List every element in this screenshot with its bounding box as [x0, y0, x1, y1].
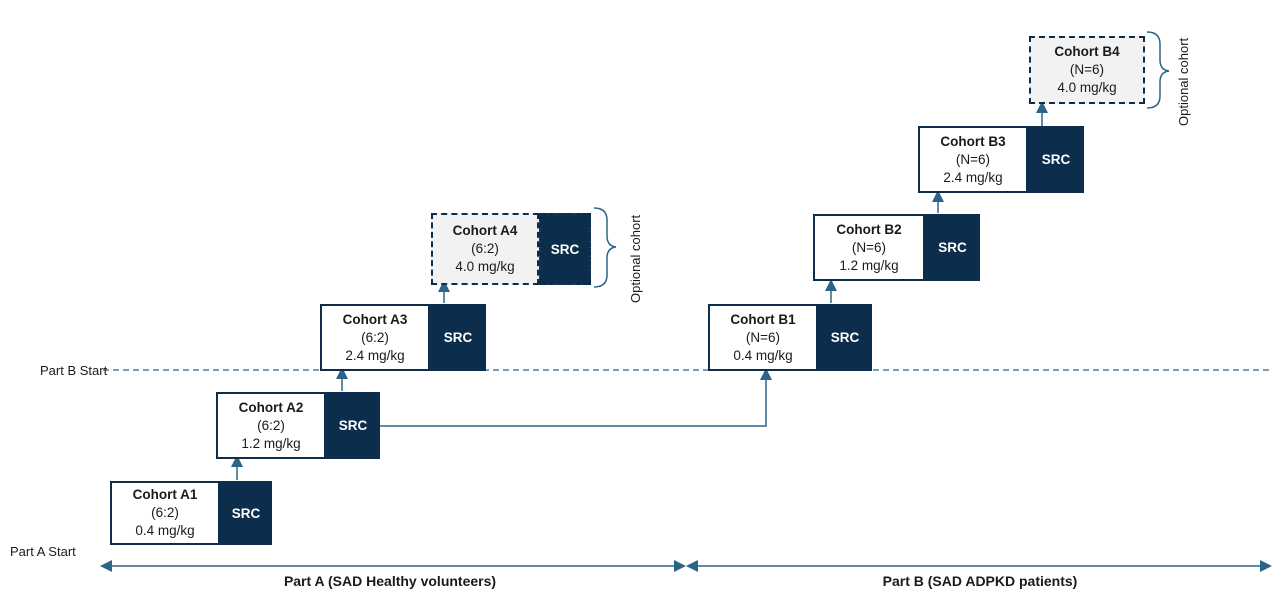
cohort-a4-box: Cohort A4 (6:2) 4.0 mg/kg SRC	[431, 213, 591, 285]
optional-cohort-label-a4: Optional cohort	[628, 214, 643, 303]
cohort-b2-src: SRC	[925, 214, 980, 281]
cohort-b1-box: Cohort B1 (N=6) 0.4 mg/kg SRC	[708, 304, 872, 371]
cohort-b1-title: Cohort B1	[730, 311, 796, 327]
arrow-a2-b1	[380, 368, 772, 427]
cohort-b4-dose: 4.0 mg/kg	[1057, 80, 1117, 95]
cohort-a4-title: Cohort A4	[452, 223, 518, 238]
part-a-start-label: Part A Start	[10, 544, 76, 559]
cohort-a1-info: Cohort A1 (6:2) 0.4 mg/kg	[110, 481, 220, 545]
cohort-b3-ratio: (N=6)	[955, 151, 991, 167]
cohort-a1-dose: 0.4 mg/kg	[135, 523, 195, 538]
cohort-b2-info: Cohort B2 (N=6) 1.2 mg/kg	[813, 214, 925, 281]
part-a-label: Part A (SAD Healthy volunteers)	[283, 573, 497, 589]
cohort-a4-src: SRC	[539, 213, 591, 285]
cohort-a4-dose: 4.0 mg/kg	[455, 259, 515, 274]
part-b-start-label: Part B Start	[40, 363, 108, 378]
cohort-b3-dose: 2.4 mg/kg	[943, 169, 1003, 185]
cohort-a1-src: SRC	[220, 481, 272, 545]
cohort-b3-info: Cohort B3 (N=6) 2.4 mg/kg	[918, 126, 1028, 193]
cohort-a2-src: SRC	[326, 392, 380, 459]
cohort-a2-title: Cohort A2	[238, 399, 304, 415]
cohort-a3-info: Cohort A3 (6:2) 2.4 mg/kg	[320, 304, 430, 371]
cohort-a1-box: Cohort A1 (6:2) 0.4 mg/kg SRC	[110, 481, 272, 545]
cohort-b1-info: Cohort B1 (N=6) 0.4 mg/kg	[708, 304, 818, 371]
cohort-b4-info: Cohort B4 (N=6) 4.0 mg/kg	[1029, 36, 1145, 104]
optional-cohort-label-b4: Optional cohort	[1176, 37, 1191, 126]
cohort-b2-box: Cohort B2 (N=6) 1.2 mg/kg SRC	[813, 214, 980, 281]
cohort-a1-ratio: (6:2)	[151, 505, 179, 520]
cohort-b2-ratio: (N=6)	[851, 239, 887, 255]
cohort-b3-box: Cohort B3 (N=6) 2.4 mg/kg SRC	[918, 126, 1084, 193]
cohort-a3-dose: 2.4 mg/kg	[345, 347, 405, 363]
cohort-a2-info: Cohort A2 (6:2) 1.2 mg/kg	[216, 392, 326, 459]
cohort-a3-box: Cohort A3 (6:2) 2.4 mg/kg SRC	[320, 304, 486, 371]
cohort-b2-dose: 1.2 mg/kg	[839, 257, 899, 273]
cohort-b2-title: Cohort B2	[836, 221, 902, 237]
cohort-a3-ratio: (6:2)	[361, 329, 389, 345]
cohort-b4-box: Cohort B4 (N=6) 4.0 mg/kg	[1029, 36, 1145, 104]
cohort-b3-title: Cohort B3	[940, 133, 1006, 149]
cohort-a1-title: Cohort A1	[132, 487, 198, 502]
cohort-a3-title: Cohort A3	[342, 311, 408, 327]
cohort-a4-ratio: (6:2)	[471, 241, 499, 256]
optional-bracket-b4	[1146, 31, 1170, 109]
cohort-b4-title: Cohort B4	[1054, 44, 1120, 59]
cohort-a3-src: SRC	[430, 304, 486, 371]
cohort-a2-ratio: (6:2)	[257, 417, 285, 433]
cohort-b3-src: SRC	[1028, 126, 1084, 193]
part-b-label: Part B (SAD ADPKD patients)	[882, 573, 1078, 589]
cohort-a4-info: Cohort A4 (6:2) 4.0 mg/kg	[431, 213, 539, 285]
cohort-b1-ratio: (N=6)	[745, 329, 781, 345]
cohort-b1-src: SRC	[818, 304, 872, 371]
cohort-b4-ratio: (N=6)	[1069, 62, 1105, 77]
optional-bracket-a4	[593, 207, 617, 288]
cohort-a2-dose: 1.2 mg/kg	[241, 435, 301, 451]
cohort-b1-dose: 0.4 mg/kg	[733, 347, 793, 363]
cohort-a2-box: Cohort A2 (6:2) 1.2 mg/kg SRC	[216, 392, 380, 459]
